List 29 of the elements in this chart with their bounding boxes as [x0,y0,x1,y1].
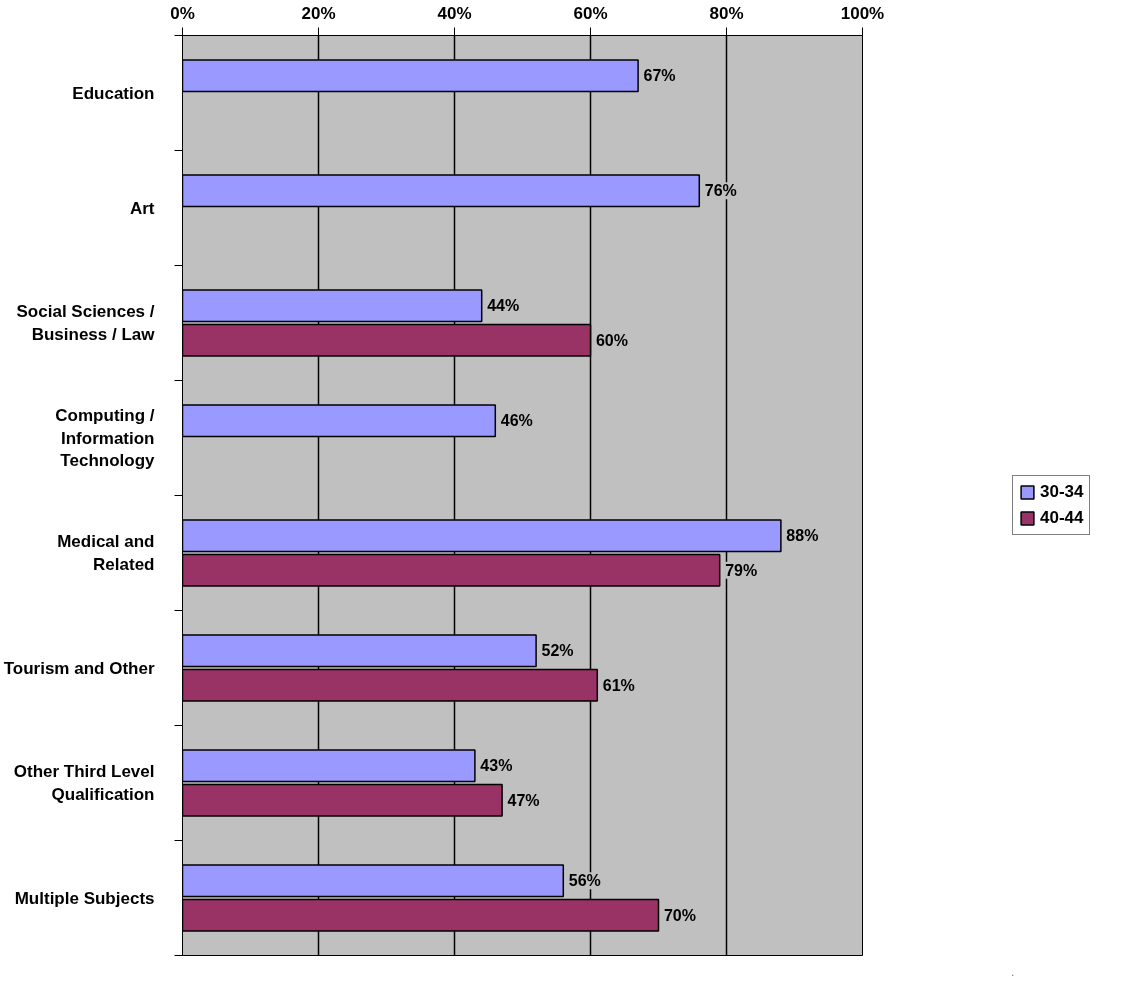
data-label: 56% [568,872,601,890]
legend-label: 30-34 [1040,482,1084,502]
data-label: 61% [602,676,635,694]
data-label: 79% [725,561,758,579]
data-label: 88% [786,527,819,545]
data-label: 52% [541,642,574,660]
x-tick-label: 100% [840,3,885,23]
x-tick-label: 0% [170,3,195,23]
x-tick-label: 60% [573,3,608,23]
y-tick-label: Education [72,83,155,103]
y-tick-label: Tourism and Other [3,658,155,678]
y-tick-label: Other Third Level Qualification [13,762,155,804]
data-label: 60% [595,331,628,349]
y-tick-label: Medical and Related [57,532,155,574]
data-label: 67% [643,67,676,85]
x-tick-label: 20% [301,3,336,23]
data-label: 46% [500,412,533,430]
x-tick-label: 40% [437,3,472,23]
data-label: 70% [663,906,696,924]
legend-label: 40-44 [1040,508,1084,528]
data-label: 44% [487,297,520,315]
x-tick-label: 80% [709,3,744,23]
data-label: 43% [480,757,513,775]
data-label: 47% [507,791,540,809]
data-label: 76% [704,182,737,200]
y-tick-label: Multiple Subjects [14,888,155,908]
y-tick-label: Social Sciences / Business / Law [16,302,156,344]
y-tick-label: Computing / Information Technology [55,405,156,471]
y-tick-label: Art [129,198,155,218]
